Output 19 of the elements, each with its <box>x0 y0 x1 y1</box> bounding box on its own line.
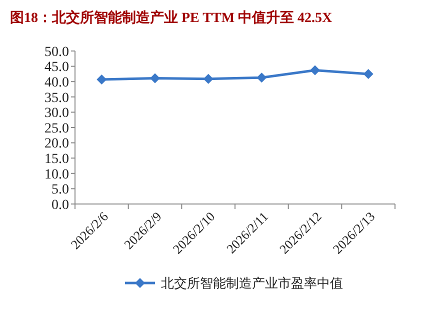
y-tick-label: 25.0 <box>44 121 69 136</box>
y-tick-label: 5.0 <box>52 182 69 198</box>
point <box>150 73 160 84</box>
point <box>256 72 267 83</box>
point <box>310 65 320 76</box>
chart-title: 图18：北交所智能制造产业 PE TTM 中值升至 42.5X <box>10 9 332 26</box>
point <box>96 74 107 84</box>
point <box>363 68 374 79</box>
y-tick-label: 15.0 <box>44 152 69 167</box>
y-tick-label: 50.0 <box>44 44 69 60</box>
y-tick-label: 45.0 <box>44 60 69 76</box>
y-tick-label: 30.0 <box>44 106 69 122</box>
y-tick-label: 40.0 <box>44 76 69 90</box>
y-tick-label: 0.0 <box>52 198 69 213</box>
legend-label: 北交所智能制造产业市盈率中值 <box>161 276 343 291</box>
point <box>203 74 214 84</box>
y-tick-label: 20.0 <box>44 136 69 152</box>
y-tick-label: 35.0 <box>44 90 69 106</box>
y-tick-label: 10.0 <box>44 167 69 182</box>
